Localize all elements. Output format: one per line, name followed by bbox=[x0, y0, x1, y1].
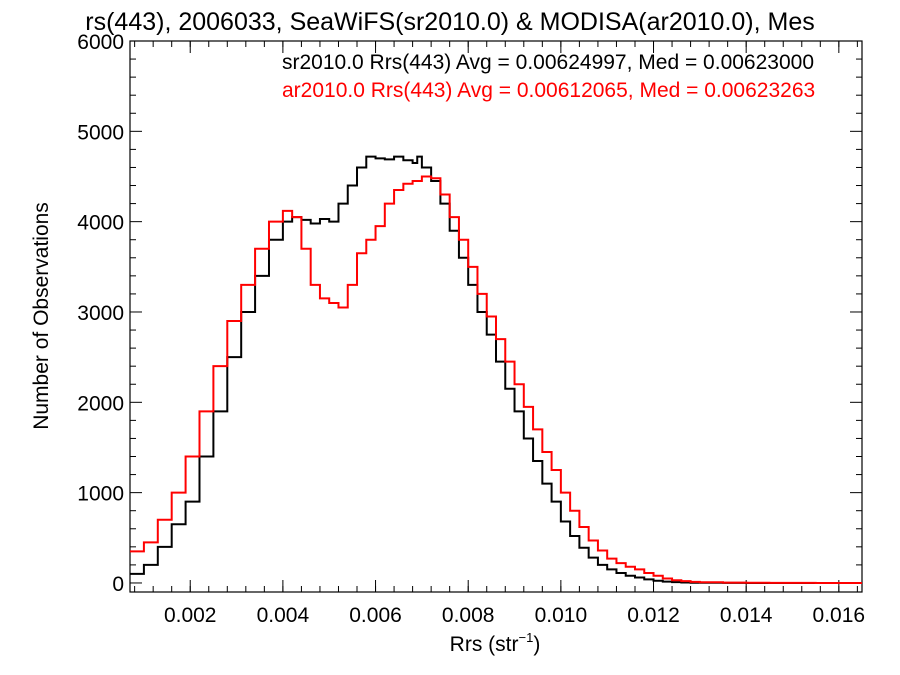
x-tick-label: 0.004 bbox=[257, 604, 310, 627]
x-tick-label: 0.012 bbox=[627, 604, 680, 627]
y-tick-label: 4000 bbox=[77, 212, 124, 235]
x-tick-label: 0.006 bbox=[349, 604, 402, 627]
x-tick-label: 0.016 bbox=[813, 604, 866, 627]
y-axis-label: Number of Observations bbox=[30, 202, 53, 430]
legend-entry-sr2010: sr2010.0 Rrs(443) Avg = 0.00624997, Med … bbox=[282, 51, 814, 74]
x-axis-label-end: ) bbox=[533, 633, 540, 656]
axis-ticks bbox=[130, 40, 862, 592]
series-line-ar2010 bbox=[130, 175, 862, 584]
y-tick-label: 2000 bbox=[77, 392, 124, 415]
y-tick-label: 3000 bbox=[77, 302, 124, 325]
x-tick-label: 0.002 bbox=[164, 604, 217, 627]
x-axis-label-superscript: −1 bbox=[519, 630, 534, 645]
y-tick-label: 0 bbox=[112, 573, 124, 596]
plot-frame bbox=[129, 40, 863, 593]
y-tick-label: 5000 bbox=[77, 121, 124, 144]
y-tick-label: 1000 bbox=[77, 483, 124, 506]
series-lines bbox=[130, 155, 862, 584]
legend-entry-ar2010: ar2010.0 Rrs(443) Avg = 0.00612065, Med … bbox=[282, 79, 815, 102]
legend: sr2010.0 Rrs(443) Avg = 0.00624997, Med … bbox=[282, 51, 815, 102]
chart-title: rs(443), 2006033, SeaWiFS(sr2010.0) & MO… bbox=[85, 8, 814, 36]
x-tick-labels: 0.002 0.004 0.006 0.008 0.010 0.012 0.014 0.016 bbox=[164, 604, 865, 627]
y-tick-label: 6000 bbox=[77, 31, 124, 54]
x-tick-label: 0.010 bbox=[535, 604, 588, 627]
x-axis-label-main: Rrs (str bbox=[450, 633, 519, 656]
y-tick-labels: 0 1000 2000 3000 4000 5000 6000 bbox=[77, 31, 124, 596]
series-line-sr2010 bbox=[130, 155, 862, 584]
x-axis-label: Rrs (str−1) bbox=[450, 630, 541, 656]
x-tick-label: 0.008 bbox=[442, 604, 495, 627]
x-tick-label: 0.014 bbox=[720, 604, 773, 627]
